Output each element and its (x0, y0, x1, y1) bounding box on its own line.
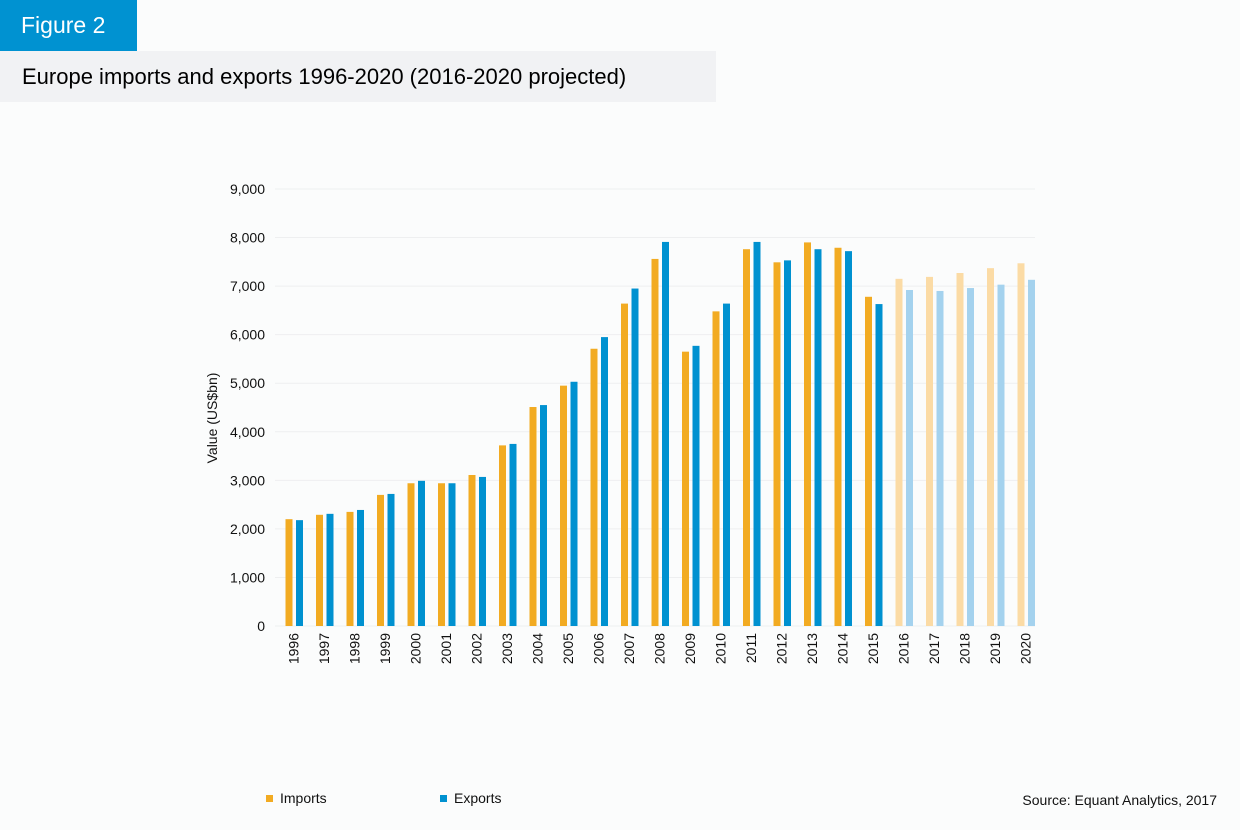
x-tick-label: 2003 (499, 633, 515, 664)
bar-exports-2009 (692, 345, 700, 626)
x-tick-label: 2018 (957, 633, 973, 664)
bar-exports-2012 (784, 260, 791, 626)
bar-imports-2013 (804, 242, 811, 626)
x-tick-label: 2011 (743, 633, 759, 663)
bar-imports-2016 (895, 278, 903, 626)
bar-imports-2001 (438, 483, 445, 626)
x-tick-label: 2020 (1018, 633, 1034, 664)
legend-exports: Exports (440, 790, 501, 806)
chart-title: Europe imports and exports 1996-2020 (20… (0, 51, 716, 102)
x-tick-label: 2001 (438, 633, 454, 664)
legend-swatch-exports (440, 794, 447, 802)
y-tick-label: 2,000 (230, 521, 265, 537)
bar-imports-2000 (407, 483, 415, 626)
bar-exports-2020 (1028, 279, 1035, 626)
x-tick-label: 2006 (591, 633, 607, 664)
y-tick-label: 6,000 (230, 327, 265, 343)
bar-exports-2016 (906, 289, 913, 626)
x-tick-label: 2014 (835, 633, 851, 664)
bar-exports-2000 (418, 480, 425, 626)
bar-exports-2010 (723, 303, 730, 626)
bar-imports-1999 (377, 494, 384, 626)
legend-label-imports: Imports (280, 790, 327, 806)
bar-exports-1998 (357, 509, 364, 626)
x-tick-label: 2016 (896, 633, 912, 664)
bar-exports-1999 (387, 493, 395, 626)
bar-exports-2002 (479, 476, 486, 626)
legend-imports: Imports (266, 790, 327, 806)
bar-imports-2009 (682, 351, 689, 626)
bar-imports-2010 (712, 311, 720, 626)
bar-imports-2015 (865, 296, 872, 626)
bar-imports-2004 (529, 407, 537, 626)
bar-exports-2013 (814, 249, 822, 626)
bar-exports-2004 (540, 405, 547, 626)
bar-exports-2001 (448, 483, 456, 626)
x-tick-label: 2000 (408, 633, 424, 664)
bar-imports-2011 (743, 249, 750, 626)
x-tick-label: 1999 (377, 633, 393, 664)
bar-exports-2003 (509, 443, 517, 626)
bar-imports-2019 (987, 268, 994, 626)
bar-imports-2014 (834, 247, 842, 626)
y-tick-label: 8,000 (230, 230, 265, 246)
y-tick-label: 3,000 (230, 472, 265, 488)
legend-label-exports: Exports (454, 790, 502, 806)
x-tick-label: 2010 (713, 633, 729, 664)
bar-imports-2002 (468, 474, 476, 626)
bar-imports-2017 (926, 276, 933, 626)
figure-label: Figure 2 (0, 0, 137, 51)
x-tick-label: 1996 (286, 633, 302, 664)
bar-exports-1996 (296, 520, 303, 626)
bar-exports-2005 (570, 381, 578, 626)
bar-imports-1997 (316, 514, 323, 626)
x-tick-label: 2015 (865, 633, 881, 664)
x-tick-label: 2007 (621, 633, 637, 664)
x-tick-label: 2005 (560, 633, 576, 664)
legend-swatch-imports (266, 794, 273, 802)
y-tick-label: 7,000 (230, 278, 265, 294)
bar-exports-2006 (601, 337, 608, 626)
x-tick-label: 2019 (987, 633, 1003, 664)
x-tick-label: 2004 (530, 633, 546, 664)
bar-imports-2018 (956, 273, 964, 626)
bar-exports-1997 (326, 513, 334, 626)
bar-imports-2006 (590, 348, 598, 626)
bar-exports-2008 (662, 241, 669, 627)
bar-imports-2003 (499, 445, 506, 626)
y-tick-label: 4,000 (230, 424, 265, 440)
y-tick-label: 9,000 (230, 181, 265, 197)
x-tick-label: 2002 (469, 633, 485, 664)
x-tick-label: 2009 (682, 633, 698, 664)
bar-exports-2015 (875, 304, 883, 626)
x-tick-label: 2017 (926, 633, 942, 664)
bar-imports-2020 (1017, 263, 1025, 626)
x-tick-label: 1998 (347, 633, 363, 664)
y-axis-label: Value (US$bn) (204, 373, 220, 464)
source-note: Source: Equant Analytics, 2017 (1022, 792, 1217, 808)
y-tick-label: 5,000 (230, 375, 265, 391)
x-tick-label: 2008 (652, 633, 668, 664)
y-tick-label: 0 (257, 618, 265, 634)
bar-imports-1996 (285, 519, 293, 626)
bar-exports-2017 (936, 290, 944, 626)
bar-exports-2011 (753, 241, 761, 627)
bar-imports-1998 (346, 511, 354, 626)
x-tick-label: 2013 (804, 633, 820, 664)
bar-exports-2014 (845, 251, 852, 626)
bar-imports-2012 (773, 262, 781, 626)
x-tick-label: 2012 (774, 633, 790, 664)
bar-imports-2007 (621, 303, 628, 626)
bar-imports-2005 (560, 385, 567, 626)
x-tick-label: 1997 (316, 633, 332, 664)
bar-exports-2019 (997, 284, 1005, 626)
bar-exports-2018 (967, 288, 974, 626)
y-tick-label: 1,000 (230, 569, 265, 585)
bar-exports-2007 (631, 288, 639, 626)
bar-imports-2008 (651, 258, 659, 626)
